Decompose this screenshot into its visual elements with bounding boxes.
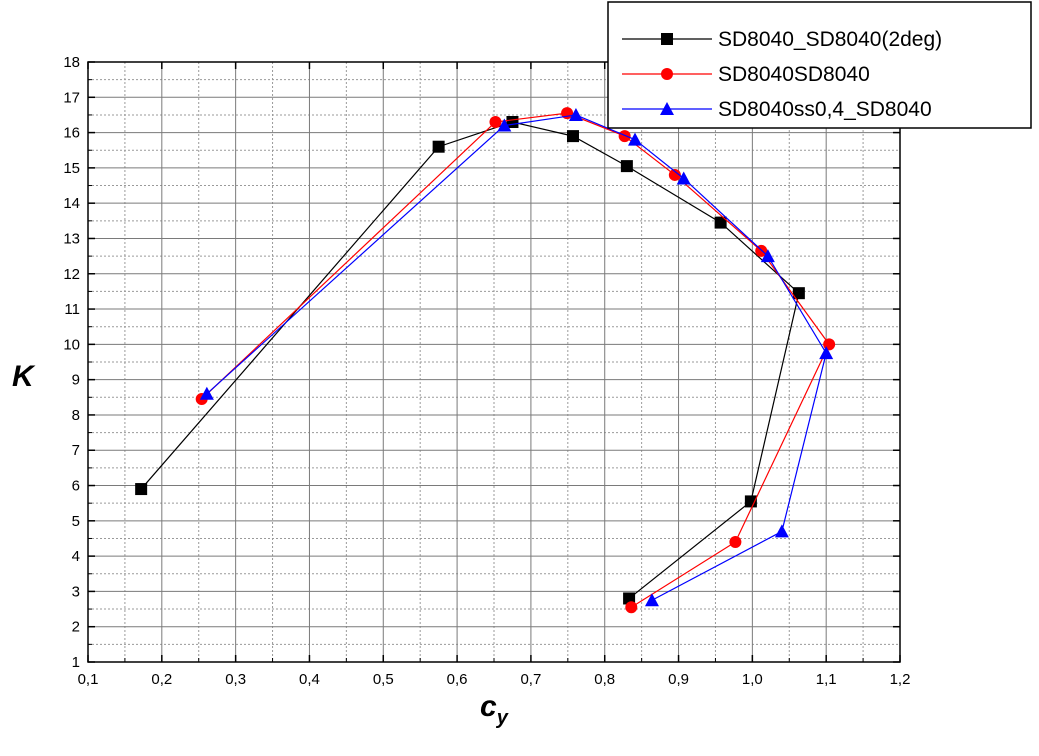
- x-tick-label: 0,4: [299, 671, 320, 688]
- data-point: [618, 130, 631, 143]
- data-point: [135, 483, 148, 496]
- data-point: [620, 160, 633, 173]
- data-point: [644, 593, 659, 607]
- legend-label: SD8040ss0,4_SD8040: [718, 98, 932, 121]
- legend-marker: [661, 68, 673, 80]
- y-tick-label: 15: [63, 160, 80, 177]
- data-point: [625, 601, 638, 614]
- data-point: [729, 536, 742, 548]
- y-tick-label: 17: [63, 89, 80, 106]
- x-tick-label: 0,6: [447, 671, 468, 688]
- y-tick-label: 8: [72, 407, 80, 424]
- data-point: [744, 495, 757, 508]
- data-point: [432, 140, 445, 153]
- x-tick-label: 1,1: [816, 671, 837, 688]
- legend-entry-1: SD8040_SD8040(2deg): [622, 28, 942, 51]
- data-point: [792, 287, 805, 300]
- major-grid: [88, 62, 900, 662]
- x-axis-title-subscript: y: [496, 707, 509, 729]
- axis-ticks: [87, 61, 901, 663]
- series-1: [135, 116, 805, 605]
- data-point: [819, 346, 834, 360]
- minor-grid: [88, 62, 900, 662]
- x-tick-label: 1,2: [890, 671, 911, 688]
- legend-entry-3: SD8040ss0,4_SD8040: [622, 98, 932, 121]
- legend-label: SD8040SD8040: [718, 63, 870, 86]
- legend-label: SD8040_SD8040(2deg): [718, 28, 942, 51]
- data-point: [714, 216, 727, 229]
- x-tick-label: 0,9: [668, 671, 689, 688]
- x-tick-label: 0,3: [225, 671, 246, 688]
- y-tick-label: 14: [63, 195, 80, 212]
- series-line: [206, 114, 827, 601]
- x-axis-title: cy: [480, 690, 509, 729]
- x-tick-labels: 0,1 0,2 0,3 0,4 0,5 0,6 0,7 0,8 0,9 1,0 1,1 1,2: [78, 671, 911, 688]
- series-2: [195, 107, 836, 614]
- legend-marker: [661, 33, 673, 45]
- data-point: [497, 118, 512, 132]
- series-3: [199, 107, 834, 607]
- y-tick-label: 11: [64, 301, 80, 318]
- x-tick-label: 1,0: [742, 671, 763, 688]
- data-point: [566, 130, 579, 143]
- y-tick-label: 3: [72, 583, 80, 600]
- x-axis-title-main: c: [480, 690, 497, 723]
- y-tick-label: 2: [72, 619, 80, 636]
- x-tick-label: 0,7: [520, 671, 541, 688]
- data-point: [676, 171, 691, 185]
- y-tick-label: 1: [72, 654, 80, 671]
- data-point: [760, 249, 775, 263]
- legend-marker: [660, 102, 674, 115]
- y-tick-label: 10: [63, 336, 80, 353]
- y-tick-label: 6: [72, 478, 80, 495]
- y-tick-label: 5: [72, 513, 80, 530]
- y-tick-label: 13: [63, 230, 80, 247]
- data-point: [199, 386, 214, 400]
- data-point: [568, 107, 583, 121]
- y-tick-label: 4: [72, 548, 80, 565]
- y-tick-label: 12: [63, 266, 80, 283]
- x-tick-label: 0,8: [594, 671, 615, 688]
- x-tick-label: 0,1: [78, 671, 99, 688]
- y-axis-title: K: [12, 360, 36, 393]
- y-tick-label: 9: [72, 372, 80, 389]
- legend-entry-2: SD8040SD8040: [622, 63, 870, 86]
- y-tick-label: 18: [63, 54, 80, 71]
- legend: SD8040_SD8040(2deg) SD8040SD8040 SD8040ss0…: [607, 1, 1032, 129]
- legend-box: [607, 1, 1032, 129]
- x-tick-label: 0,2: [151, 671, 172, 688]
- series-line: [201, 112, 830, 608]
- y-tick-label: 16: [63, 125, 80, 142]
- y-tick-label: 7: [72, 442, 80, 459]
- series-layer: [135, 107, 836, 614]
- data-point: [668, 168, 681, 181]
- data-point: [489, 116, 502, 128]
- x-tick-label: 0,5: [373, 671, 394, 688]
- data-point: [774, 524, 789, 538]
- data-point: [627, 132, 642, 146]
